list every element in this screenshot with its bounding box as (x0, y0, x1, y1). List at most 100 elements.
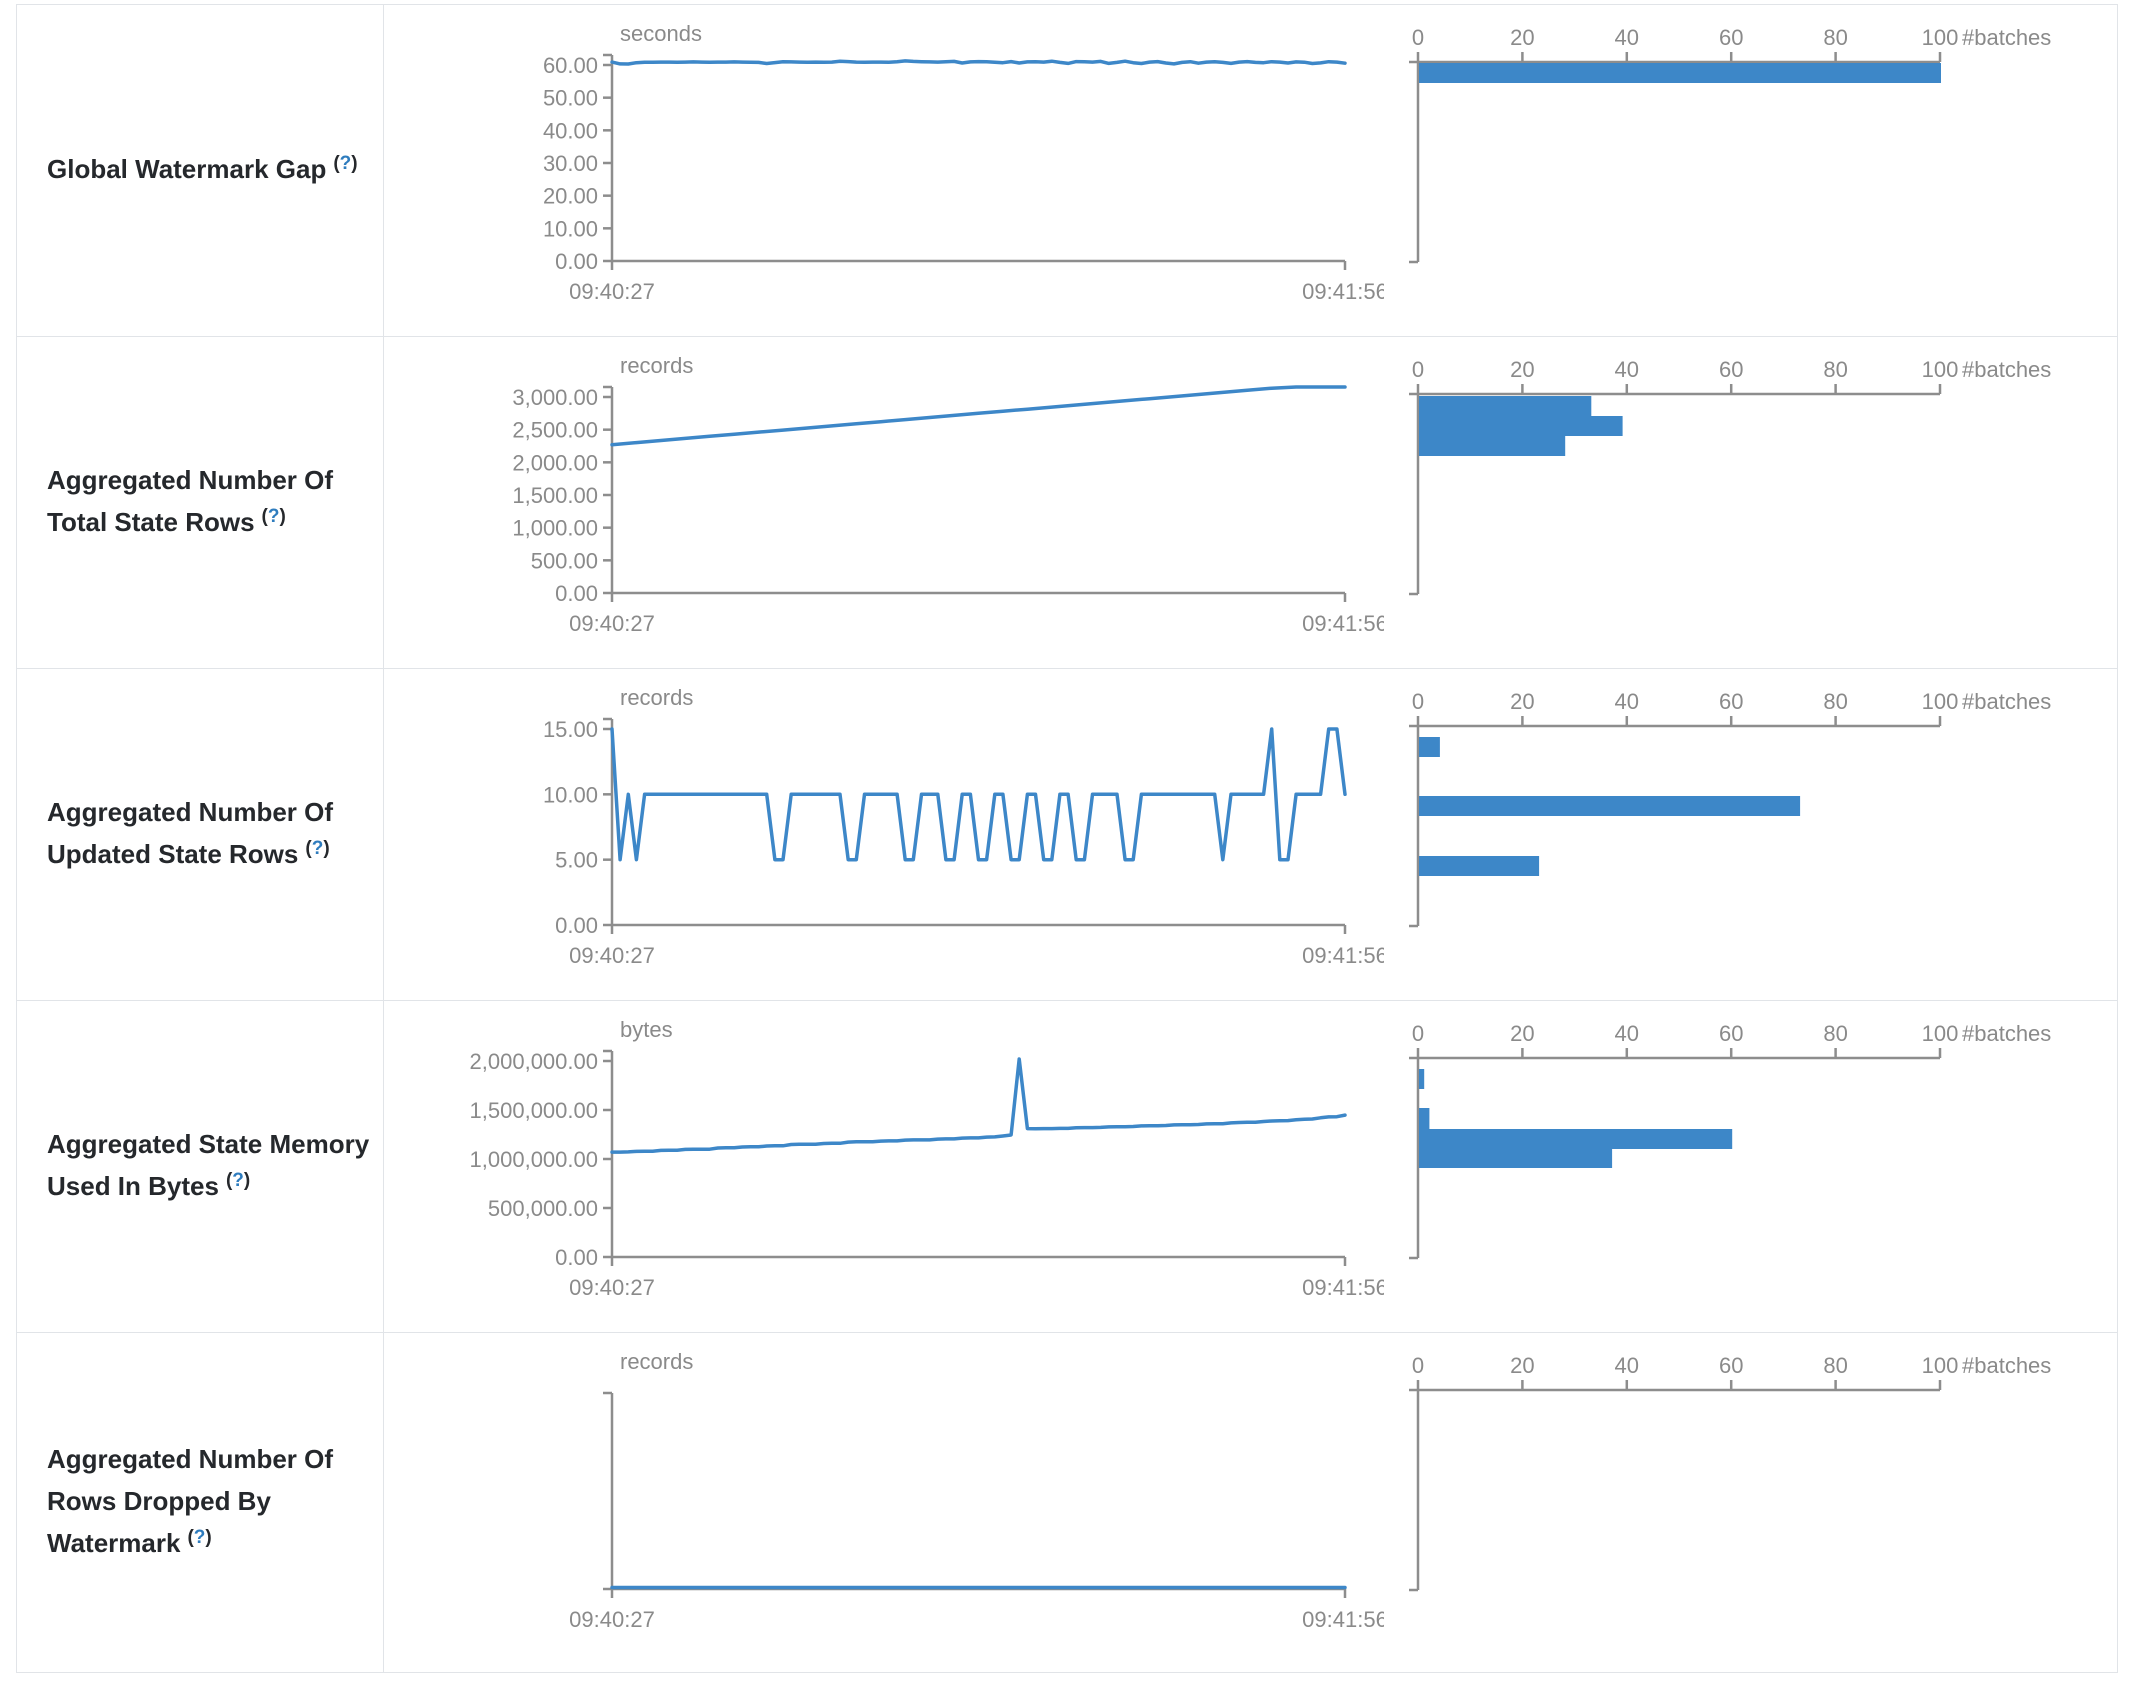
charts-cell: records 09:40:27 09:41:56 0 20 40 60 80 100 #batc… (384, 1333, 2117, 1672)
timeline-chart: records 09:40:27 09:41:56 (569, 1349, 1384, 1632)
metric-label-cell: Aggregated Number Of Total State Rows (?) (17, 337, 384, 668)
help-question-mark: ? (193, 1526, 206, 1548)
timeline-chart: bytes 2,000,000.00 1,500,000.00 1,000,000.0… (470, 1017, 1384, 1300)
help-link[interactable]: (?) (187, 1526, 212, 1548)
batches-histogram: 0 20 40 60 80 100 #batches (1409, 357, 2051, 596)
y-tick-label: 15.00 (543, 717, 598, 742)
metric-title: Aggregated Number Of Total State Rows (47, 464, 334, 537)
metric-label: Aggregated Number Of Total State Rows (?) (47, 459, 383, 547)
y-tick-label: 1,000.00 (512, 516, 598, 541)
timeline-data-line (610, 727, 1347, 862)
histogram-tick-label: 100 (1922, 1021, 1959, 1046)
histogram-tick-label: 80 (1823, 25, 1847, 50)
y-tick-label: 1,500,000.00 (470, 1098, 598, 1123)
batches-histogram: 0 20 40 60 80 100 #batches (1409, 25, 2051, 264)
histogram-tick-label: 80 (1823, 357, 1847, 382)
y-axis-unit-label: records (620, 685, 693, 710)
x-start-time-label: 09:40:27 (569, 279, 655, 304)
histogram-tick-label: 0 (1412, 689, 1424, 714)
histogram-tick-label: 40 (1615, 1021, 1639, 1046)
metric-title: Aggregated Number Of Rows Dropped By Wat… (47, 1443, 334, 1558)
charts-cell: records 3,000.00 2,500.00 2,000.00 1,500.00 1… (384, 337, 2117, 668)
y-tick-label: 1,500.00 (512, 483, 598, 508)
y-axis-unit-label: bytes (620, 1017, 673, 1042)
timeline-chart: records 15.00 10.00 5.00 0.00 09:40:27 09:41:5… (543, 685, 1384, 968)
histogram-bar (1419, 796, 1801, 816)
x-end-time-label: 09:41:56 (1302, 1607, 1384, 1632)
x-start-time-label: 09:40:27 (569, 611, 655, 636)
help-question-mark: ? (232, 1169, 244, 1191)
histogram-tick-label: 0 (1412, 1021, 1424, 1046)
metric-row-updated-state-rows: Aggregated Number Of Updated State Rows(… (17, 669, 2117, 1001)
x-start-time-label: 09:40:27 (569, 1275, 655, 1300)
histogram-tick-label: 20 (1510, 25, 1534, 50)
y-tick-label: 60.00 (543, 53, 598, 78)
histogram-bar (1419, 416, 1623, 436)
y-tick-label: 0.00 (555, 1245, 598, 1270)
histogram-bar (1419, 396, 1592, 416)
timeline-data-line (610, 385, 1347, 447)
histogram-tick-label: 60 (1719, 1021, 1743, 1046)
y-tick-label: 500.00 (531, 548, 598, 573)
y-tick-label: 0.00 (555, 249, 598, 274)
x-end-time-label: 09:41:56 (1302, 1275, 1384, 1300)
histogram-tick-label: 40 (1615, 25, 1639, 50)
histogram-tick-label: 60 (1719, 1353, 1743, 1378)
y-axis-unit-label: records (620, 1349, 693, 1374)
x-end-time-label: 09:41:56 (1302, 279, 1384, 304)
help-link[interactable]: (?) (333, 152, 358, 174)
charts-cell: seconds 60.00 50.00 40.00 30.00 20.00 10.00 0.0… (384, 5, 2117, 336)
help-question-mark: ? (339, 152, 352, 174)
metric-label-cell: Aggregated Number Of Rows Dropped By Wat… (17, 1333, 384, 1672)
histogram-tick-label: 80 (1823, 689, 1847, 714)
histogram-unit-label: #batches (1962, 357, 2051, 382)
y-axis-unit-label: seconds (620, 21, 702, 46)
histogram-tick-label: 60 (1719, 25, 1743, 50)
histogram-bar (1419, 1108, 1430, 1129)
histogram-tick-label: 80 (1823, 1353, 1847, 1378)
y-tick-label: 40.00 (543, 118, 598, 143)
timeline-data-line (610, 1057, 1347, 1154)
histogram-bar (1419, 1129, 1733, 1149)
metric-label: Aggregated Number Of Rows Dropped By Wat… (47, 1438, 383, 1568)
y-tick-label: 10.00 (543, 216, 598, 241)
y-tick-label: 10.00 (543, 782, 598, 807)
help-link[interactable]: (?) (305, 837, 330, 859)
histogram-tick-label: 0 (1412, 1353, 1424, 1378)
help-link[interactable]: (?) (261, 505, 286, 527)
y-tick-label: 2,500.00 (512, 418, 598, 443)
help-question-mark: ? (311, 837, 324, 859)
y-tick-label: 50.00 (543, 86, 598, 111)
histogram-tick-label: 100 (1922, 689, 1959, 714)
y-tick-label: 2,000,000.00 (470, 1049, 598, 1074)
histogram-tick-label: 0 (1412, 357, 1424, 382)
histogram-tick-label: 100 (1922, 25, 1959, 50)
x-end-time-label: 09:41:56 (1302, 611, 1384, 636)
metric-label: Aggregated Number Of Updated State Rows(… (47, 791, 383, 879)
histogram-tick-label: 40 (1615, 357, 1639, 382)
histogram-tick-label: 60 (1719, 689, 1743, 714)
histogram-tick-label: 100 (1922, 1353, 1959, 1378)
y-tick-label: 5.00 (555, 848, 598, 873)
histogram-tick-label: 20 (1510, 689, 1534, 714)
histogram-tick-label: 20 (1510, 357, 1534, 382)
x-end-time-label: 09:41:56 (1302, 943, 1384, 968)
batches-histogram: 0 20 40 60 80 100 #batches (1409, 1021, 2051, 1260)
histogram-tick-label: 80 (1823, 1021, 1847, 1046)
charts-cell: bytes 2,000,000.00 1,500,000.00 1,000,000.0… (384, 1001, 2117, 1332)
metric-row-total-state-rows: Aggregated Number Of Total State Rows (?)… (17, 337, 2117, 669)
histogram-bar (1419, 737, 1440, 757)
y-tick-label: 20.00 (543, 184, 598, 209)
y-tick-label: 3,000.00 (512, 385, 598, 410)
histogram-tick-label: 100 (1922, 357, 1959, 382)
histogram-tick-label: 20 (1510, 1021, 1534, 1046)
y-tick-label: 1,000,000.00 (470, 1147, 598, 1172)
metric-label-cell: Aggregated State Memory Used In Bytes (?) (17, 1001, 384, 1332)
metric-label: Aggregated State Memory Used In Bytes (?) (47, 1123, 383, 1211)
histogram-bar (1419, 436, 1566, 456)
charts-cell: records 15.00 10.00 5.00 0.00 09:40:27 09:41:5… (384, 669, 2117, 1000)
help-link[interactable]: (?) (225, 1169, 251, 1191)
timeline-data-line (610, 59, 1347, 66)
x-start-time-label: 09:40:27 (569, 1607, 655, 1632)
metric-row-global-watermark-gap: Global Watermark Gap (?) seconds 60.00 50.0… (17, 5, 2117, 337)
